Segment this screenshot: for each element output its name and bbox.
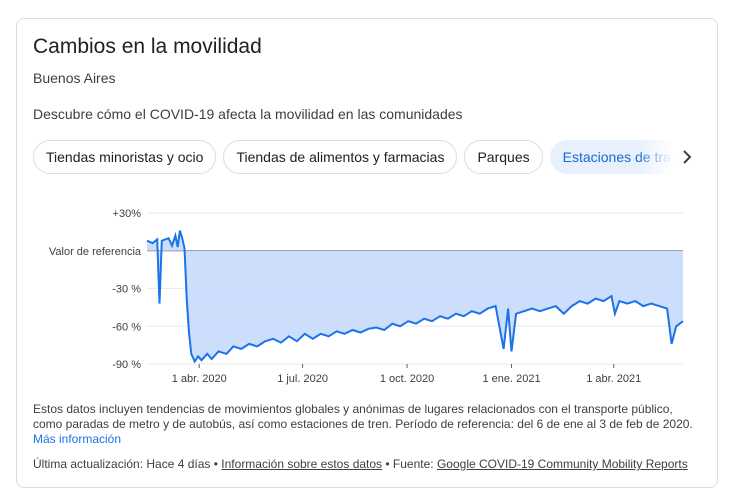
x-tick-label: 1 jul. 2020 <box>277 373 328 385</box>
data-disclaimer: Estos datos incluyen tendencias de movim… <box>33 402 693 431</box>
source-link[interactable]: Google COVID-19 Community Mobility Repor… <box>436 457 688 471</box>
x-tick-label: 1 ene. 2021 <box>482 373 540 385</box>
y-tick-label: -90 % <box>112 359 141 371</box>
chart-area-fill <box>147 230 683 362</box>
y-tick-label: -30 % <box>112 284 141 296</box>
about-data-link[interactable]: Información sobre estos datos <box>221 457 383 471</box>
chart-series-line <box>146 230 684 364</box>
more-info-link[interactable]: Más información <box>33 432 122 446</box>
x-tick-label: 1 abr. 2021 <box>586 373 641 385</box>
footer-note: Estos datos incluyen tendencias de movim… <box>33 402 703 447</box>
chevron-right-icon[interactable] <box>676 146 698 168</box>
card-title: Cambios en la movilidad <box>33 35 262 58</box>
chip-retail[interactable]: Tiendas minoristas y ocio <box>33 140 217 174</box>
chip-parks[interactable]: Parques <box>464 140 543 174</box>
y-tick-label: -60 % <box>112 321 141 333</box>
x-tick-label: 1 oct. 2020 <box>380 373 434 385</box>
chip-grocery[interactable]: Tiendas de alimentos y farmacias <box>223 140 458 174</box>
chip-fade <box>637 140 673 174</box>
x-tick-label: 1 abr. 2020 <box>172 373 227 385</box>
description-text: Descubre cómo el COVID-19 afecta la movi… <box>33 106 463 122</box>
mobility-card: Cambios en la movilidad Buenos Aires Des… <box>16 18 718 488</box>
last-updated-text: Última actualización: Hace 4 días • <box>33 457 222 471</box>
mobility-chart: +30% Valor de referencia -30 % -60 % -90 % 1… <box>49 208 684 385</box>
location-label: Buenos Aires <box>33 70 116 86</box>
category-chip-row: Tiendas minoristas y ocio Tiendas de alim… <box>33 140 673 174</box>
y-tick-label: +30% <box>113 208 142 220</box>
y-tick-label: Valor de referencia <box>49 246 142 258</box>
source-prefix: • Fuente: <box>382 457 437 471</box>
update-line: Última actualización: Hace 4 días • Info… <box>33 457 688 471</box>
